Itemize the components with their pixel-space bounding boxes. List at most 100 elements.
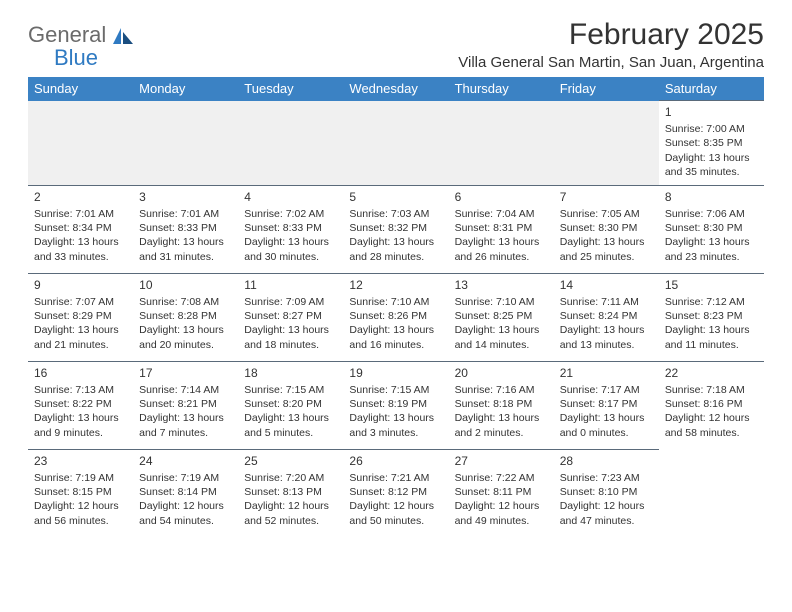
sunset-text: Sunset: 8:24 PM [560,309,653,323]
sunrise-text: Sunrise: 7:13 AM [34,383,127,397]
sunset-text: Sunset: 8:12 PM [349,485,442,499]
calendar-day-cell: 15Sunrise: 7:12 AMSunset: 8:23 PMDayligh… [659,273,764,361]
calendar-body: 1Sunrise: 7:00 AMSunset: 8:35 PMDaylight… [28,101,764,538]
day-number: 20 [455,365,548,381]
weekday-header: Friday [554,77,659,101]
calendar-day-cell: 27Sunrise: 7:22 AMSunset: 8:11 PMDayligh… [449,449,554,537]
daylight-text: Daylight: 13 hours and 25 minutes. [560,235,653,263]
calendar-day-cell: 21Sunrise: 7:17 AMSunset: 8:17 PMDayligh… [554,361,659,449]
sunset-text: Sunset: 8:25 PM [455,309,548,323]
sunrise-text: Sunrise: 7:06 AM [665,207,758,221]
day-number: 8 [665,189,758,205]
weekday-header: Wednesday [343,77,448,101]
weekday-header: Monday [133,77,238,101]
daylight-text: Daylight: 13 hours and 21 minutes. [34,323,127,351]
day-number: 19 [349,365,442,381]
calendar-day-cell: 19Sunrise: 7:15 AMSunset: 8:19 PMDayligh… [343,361,448,449]
daylight-text: Daylight: 13 hours and 20 minutes. [139,323,232,351]
sunrise-text: Sunrise: 7:12 AM [665,295,758,309]
calendar-day-cell: 1Sunrise: 7:00 AMSunset: 8:35 PMDaylight… [659,101,764,186]
sunset-text: Sunset: 8:27 PM [244,309,337,323]
sunrise-text: Sunrise: 7:03 AM [349,207,442,221]
sunrise-text: Sunrise: 7:10 AM [455,295,548,309]
day-number: 21 [560,365,653,381]
sunrise-text: Sunrise: 7:07 AM [34,295,127,309]
day-number: 4 [244,189,337,205]
sunset-text: Sunset: 8:28 PM [139,309,232,323]
sunrise-text: Sunrise: 7:14 AM [139,383,232,397]
daylight-text: Daylight: 13 hours and 28 minutes. [349,235,442,263]
weekday-header: Thursday [449,77,554,101]
daylight-text: Daylight: 13 hours and 35 minutes. [665,151,758,179]
sunset-text: Sunset: 8:10 PM [560,485,653,499]
calendar-day-cell: 11Sunrise: 7:09 AMSunset: 8:27 PMDayligh… [238,273,343,361]
weekday-header: Tuesday [238,77,343,101]
calendar-day-cell: 13 Sunrise: 7:10 AMSunset: 8:25 PMDayligh… [449,273,554,361]
sunset-text: Sunset: 8:13 PM [244,485,337,499]
sunrise-text: Sunrise: 7:15 AM [349,383,442,397]
logo-text-general: General [28,22,106,47]
logo-text-blue: Blue [28,45,98,70]
day-number: 22 [665,365,758,381]
calendar-week-row: 9Sunrise: 7:07 AMSunset: 8:29 PMDaylight… [28,273,764,361]
sunrise-text: Sunrise: 7:19 AM [34,471,127,485]
calendar-week-row: 1Sunrise: 7:00 AMSunset: 8:35 PMDaylight… [28,101,764,186]
sunset-text: Sunset: 8:34 PM [34,221,127,235]
sunrise-text: Sunrise: 7:08 AM [139,295,232,309]
day-number: 3 [139,189,232,205]
daylight-text: Daylight: 13 hours and 9 minutes. [34,411,127,439]
sunset-text: Sunset: 8:33 PM [139,221,232,235]
calendar-day-cell [238,101,343,186]
calendar-day-cell: 26Sunrise: 7:21 AMSunset: 8:12 PMDayligh… [343,449,448,537]
sunrise-text: Sunrise: 7:23 AM [560,471,653,485]
sunset-text: Sunset: 8:31 PM [455,221,548,235]
sunrise-text: Sunrise: 7:04 AM [455,207,548,221]
calendar-day-cell: 28Sunrise: 7:23 AMSunset: 8:10 PMDayligh… [554,449,659,537]
daylight-text: Daylight: 12 hours and 50 minutes. [349,499,442,527]
sunset-text: Sunset: 8:17 PM [560,397,653,411]
calendar-day-cell: 7Sunrise: 7:05 AMSunset: 8:30 PMDaylight… [554,185,659,273]
sunrise-text: Sunrise: 7:00 AM [665,122,758,136]
day-number: 2 [34,189,127,205]
calendar-day-cell: 22Sunrise: 7:18 AMSunset: 8:16 PMDayligh… [659,361,764,449]
day-number: 11 [244,277,337,293]
sunrise-text: Sunrise: 7:05 AM [560,207,653,221]
daylight-text: Daylight: 13 hours and 14 minutes. [455,323,548,351]
calendar-week-row: 23Sunrise: 7:19 AMSunset: 8:15 PMDayligh… [28,449,764,537]
daylight-text: Daylight: 13 hours and 33 minutes. [34,235,127,263]
calendar-day-cell [554,101,659,186]
day-number: 7 [560,189,653,205]
sunset-text: Sunset: 8:26 PM [349,309,442,323]
calendar-day-cell: 2Sunrise: 7:01 AMSunset: 8:34 PMDaylight… [28,185,133,273]
day-number: 18 [244,365,337,381]
day-number: 6 [455,189,548,205]
sunrise-text: Sunrise: 7:02 AM [244,207,337,221]
sunset-text: Sunset: 8:33 PM [244,221,337,235]
daylight-text: Daylight: 12 hours and 54 minutes. [139,499,232,527]
sunset-text: Sunset: 8:15 PM [34,485,127,499]
sunrise-text: Sunrise: 7:15 AM [244,383,337,397]
day-number: 13 [455,277,548,293]
sunrise-text: Sunrise: 7:10 AM [349,295,442,309]
calendar-day-cell: 18Sunrise: 7:15 AMSunset: 8:20 PMDayligh… [238,361,343,449]
calendar-day-cell: 12Sunrise: 7:10 AMSunset: 8:26 PMDayligh… [343,273,448,361]
calendar-week-row: 16Sunrise: 7:13 AMSunset: 8:22 PMDayligh… [28,361,764,449]
sunset-text: Sunset: 8:16 PM [665,397,758,411]
calendar-day-cell: 10 Sunrise: 7:08 AMSunset: 8:28 PMDayligh… [133,273,238,361]
day-number: 10 [139,277,232,293]
sunset-text: Sunset: 8:19 PM [349,397,442,411]
daylight-text: Daylight: 13 hours and 7 minutes. [139,411,232,439]
sunset-text: Sunset: 8:29 PM [34,309,127,323]
sunset-text: Sunset: 8:30 PM [665,221,758,235]
sunrise-text: Sunrise: 7:09 AM [244,295,337,309]
title-block: February 2025 Villa General San Martin, … [458,18,764,71]
header: General Blue February 2025 Villa General… [28,18,764,71]
calendar-day-cell: 16Sunrise: 7:13 AMSunset: 8:22 PMDayligh… [28,361,133,449]
day-number: 28 [560,453,653,469]
calendar-page: General Blue February 2025 Villa General… [0,0,792,547]
sunset-text: Sunset: 8:18 PM [455,397,548,411]
sunrise-text: Sunrise: 7:21 AM [349,471,442,485]
calendar-day-cell [343,101,448,186]
daylight-text: Daylight: 13 hours and 2 minutes. [455,411,548,439]
daylight-text: Daylight: 12 hours and 56 minutes. [34,499,127,527]
